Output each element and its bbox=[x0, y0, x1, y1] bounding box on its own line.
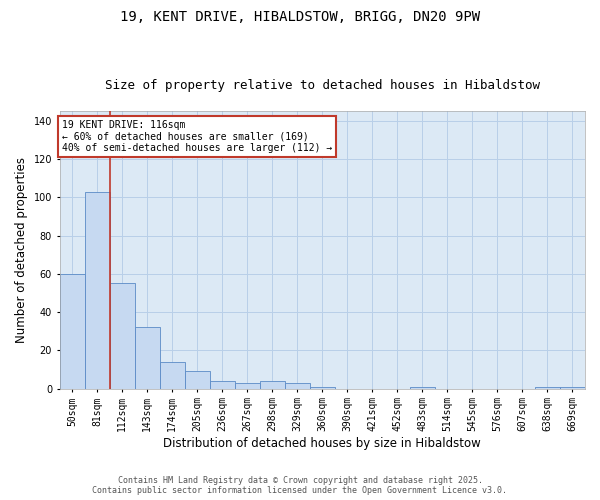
Bar bbox=[260, 381, 285, 388]
Text: Contains HM Land Registry data © Crown copyright and database right 2025.
Contai: Contains HM Land Registry data © Crown c… bbox=[92, 476, 508, 495]
Bar bbox=[410, 386, 435, 388]
Bar bbox=[110, 284, 135, 389]
X-axis label: Distribution of detached houses by size in Hibaldstow: Distribution of detached houses by size … bbox=[163, 437, 481, 450]
Bar bbox=[235, 383, 260, 388]
Bar bbox=[535, 386, 560, 388]
Bar bbox=[85, 192, 110, 388]
Bar bbox=[210, 381, 235, 388]
Text: 19 KENT DRIVE: 116sqm
← 60% of detached houses are smaller (169)
40% of semi-det: 19 KENT DRIVE: 116sqm ← 60% of detached … bbox=[62, 120, 332, 152]
Bar bbox=[160, 362, 185, 388]
Y-axis label: Number of detached properties: Number of detached properties bbox=[15, 157, 28, 343]
Title: Size of property relative to detached houses in Hibaldstow: Size of property relative to detached ho… bbox=[105, 79, 540, 92]
Bar bbox=[560, 386, 585, 388]
Text: 19, KENT DRIVE, HIBALDSTOW, BRIGG, DN20 9PW: 19, KENT DRIVE, HIBALDSTOW, BRIGG, DN20 … bbox=[120, 10, 480, 24]
Bar bbox=[185, 372, 210, 388]
Bar bbox=[59, 274, 85, 388]
Bar bbox=[285, 383, 310, 388]
Bar bbox=[310, 386, 335, 388]
Bar bbox=[135, 328, 160, 388]
